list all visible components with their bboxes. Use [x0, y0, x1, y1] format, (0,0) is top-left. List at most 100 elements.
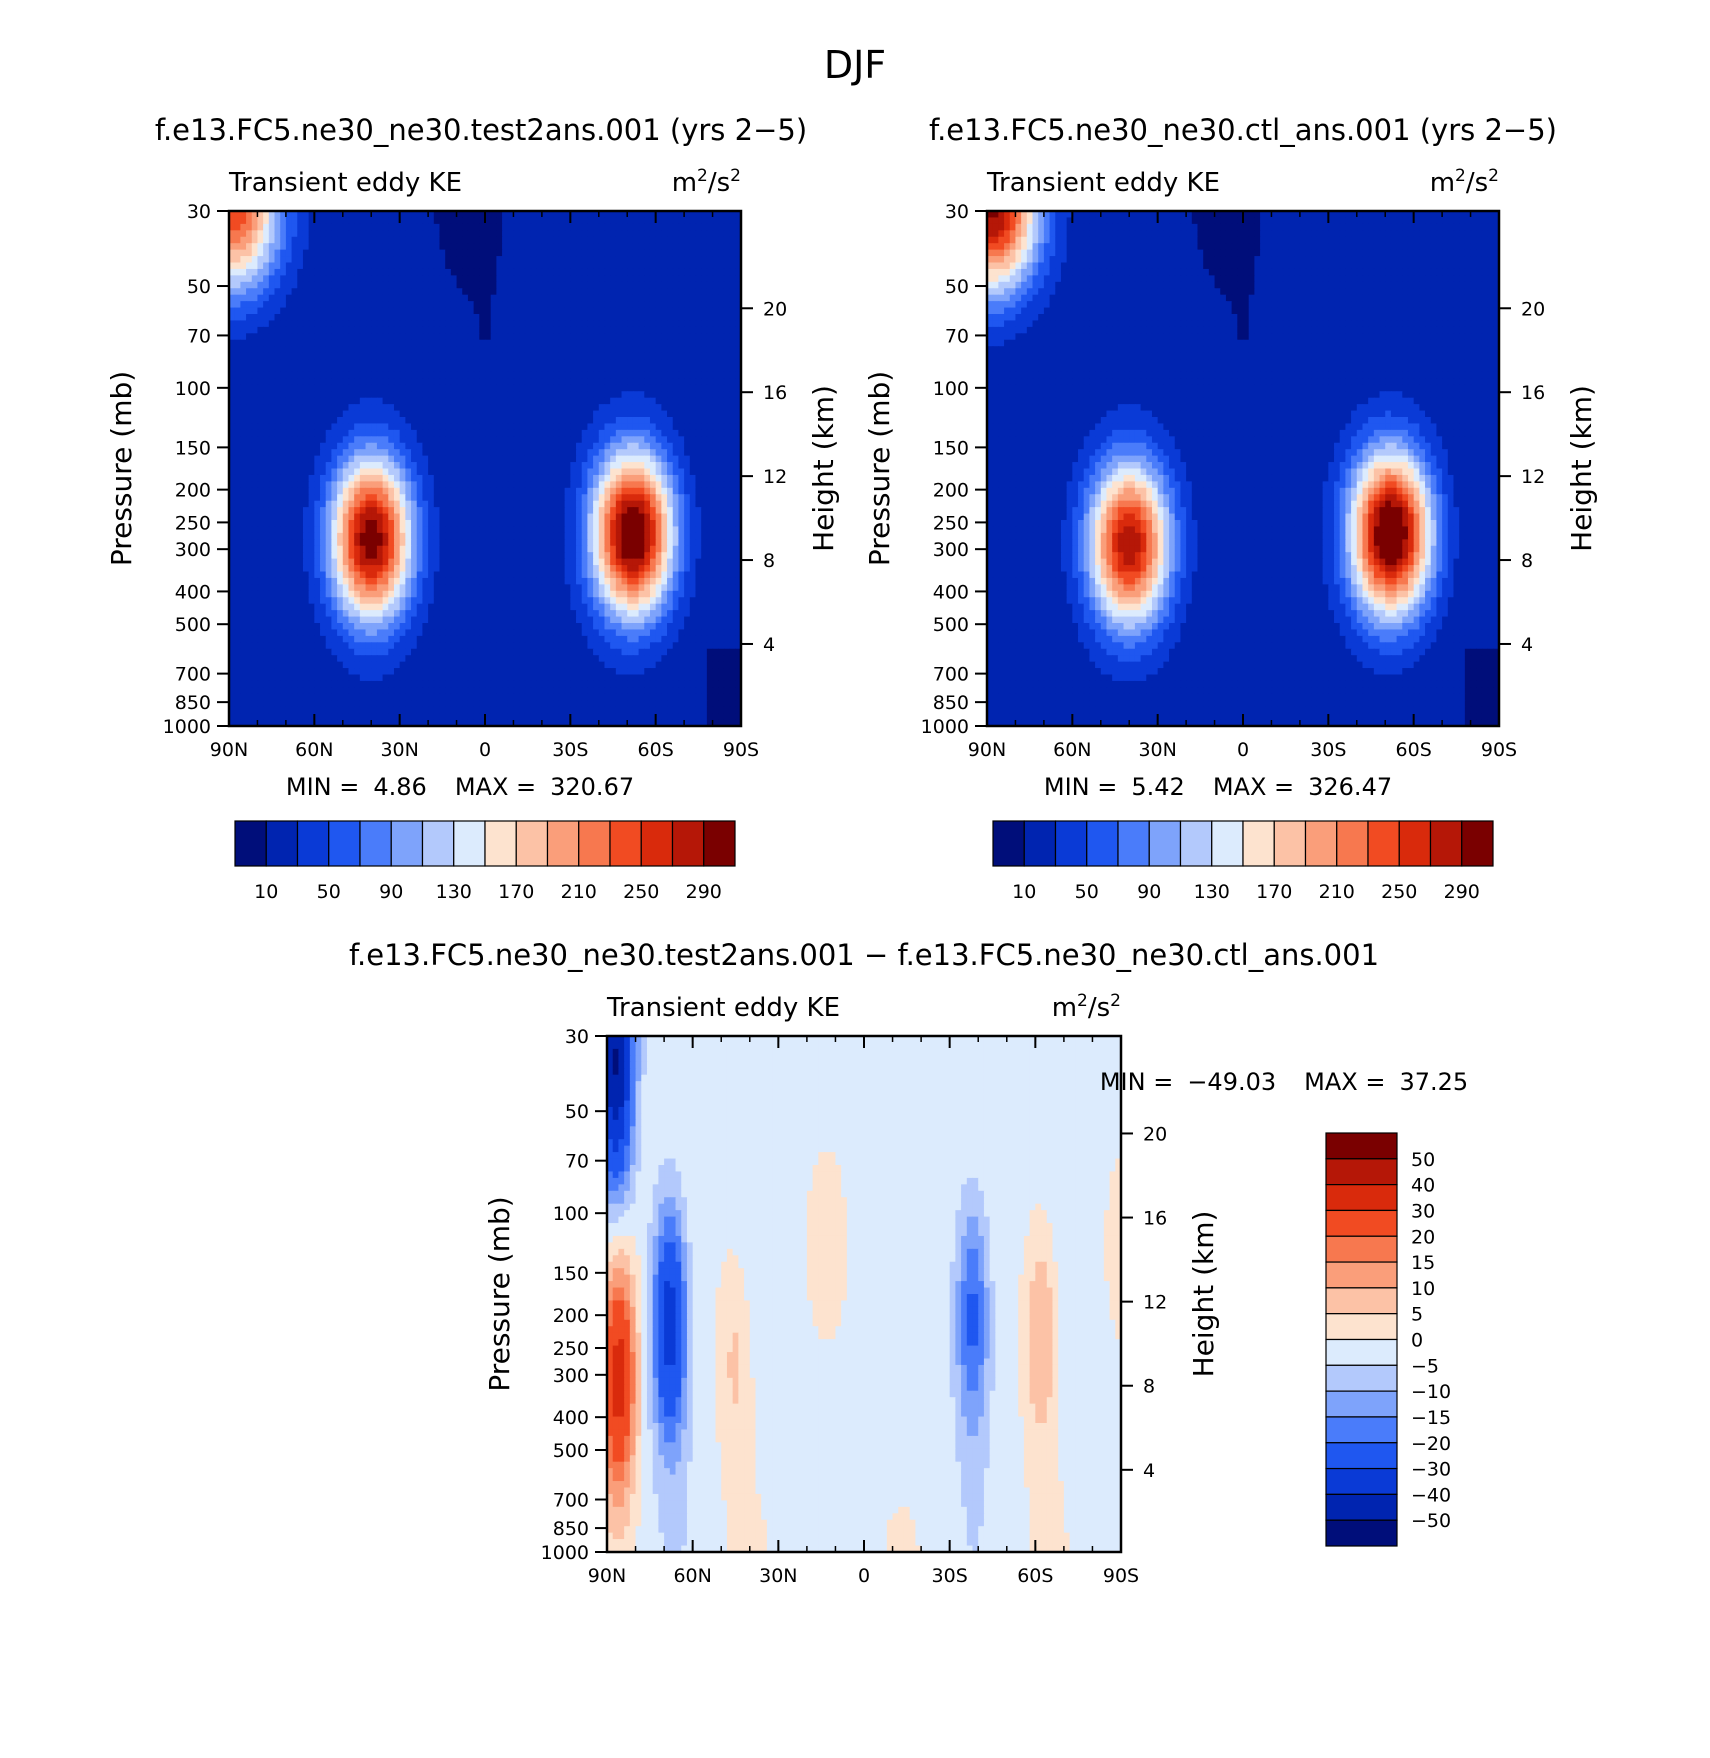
field-cell — [280, 526, 286, 533]
field-cell — [326, 372, 332, 379]
field-cell — [502, 230, 508, 237]
field-cell — [593, 327, 599, 334]
field-cell — [343, 256, 349, 263]
field-cell — [457, 475, 463, 482]
field-cell — [616, 314, 622, 321]
field-cell — [542, 443, 548, 450]
field-cell — [633, 436, 639, 443]
field-cell — [348, 462, 354, 469]
field-cell — [371, 462, 377, 469]
field-cell — [673, 501, 679, 508]
field-cell — [348, 327, 354, 334]
field-cell — [377, 256, 383, 263]
field-cell — [422, 301, 428, 308]
field-cell — [457, 559, 463, 566]
field-cell — [348, 552, 354, 559]
field-cell — [474, 237, 480, 244]
field-cell — [405, 288, 411, 295]
field-cell — [491, 217, 497, 224]
field-cell — [565, 539, 571, 546]
field-cell — [468, 539, 474, 546]
field-cell — [434, 301, 440, 308]
field-cell — [525, 411, 531, 418]
field-cell — [673, 520, 679, 527]
field-cell — [644, 533, 650, 540]
field-cell — [417, 456, 423, 463]
field-cell — [707, 256, 713, 263]
field-cell — [627, 436, 633, 443]
field-cell — [348, 398, 354, 405]
field-cell — [360, 320, 366, 327]
field-cell — [525, 250, 531, 257]
field-cell — [252, 295, 258, 302]
field-cell — [531, 456, 537, 463]
field-cell — [326, 288, 332, 295]
field-cell — [303, 430, 309, 437]
field-cell — [673, 282, 679, 289]
field-cell — [371, 230, 377, 237]
field-cell — [457, 481, 463, 488]
field-cell — [320, 423, 326, 430]
field-cell — [730, 507, 736, 514]
field-cell — [371, 359, 377, 366]
field-cell — [599, 224, 605, 231]
field-cell — [257, 404, 263, 411]
field-cell — [553, 507, 559, 514]
field-cell — [576, 552, 582, 559]
field-cell — [400, 520, 406, 527]
field-cell — [593, 417, 599, 424]
field-cell — [434, 366, 440, 373]
field-cell — [542, 391, 548, 398]
field-cell — [496, 456, 502, 463]
field-cell — [724, 443, 730, 450]
field-cell — [269, 295, 275, 302]
field-cell — [491, 488, 497, 495]
field-cell — [502, 404, 508, 411]
field-cell — [491, 353, 497, 360]
field-cell — [252, 494, 258, 501]
field-cell — [610, 385, 616, 392]
field-cell — [582, 546, 588, 553]
field-cell — [337, 520, 343, 527]
field-cell — [417, 269, 423, 276]
field-cell — [439, 359, 445, 366]
field-cell — [508, 256, 514, 263]
field-cell — [303, 423, 309, 430]
field-cell — [610, 456, 616, 463]
field-cell — [684, 378, 690, 385]
field-cell — [286, 475, 292, 482]
field-cell — [235, 526, 241, 533]
field-cell — [297, 282, 303, 289]
field-cell — [713, 282, 719, 289]
field-cell — [513, 230, 519, 237]
field-cell — [559, 546, 565, 553]
field-cell — [434, 263, 440, 270]
field-cell — [286, 230, 292, 237]
field-cell — [292, 217, 298, 224]
field-cell — [269, 327, 275, 334]
field-cell — [639, 475, 645, 482]
field-cell — [548, 423, 554, 430]
field-cell — [337, 224, 343, 231]
field-cell — [394, 404, 400, 411]
field-cell — [348, 481, 354, 488]
field-cell — [639, 333, 645, 340]
field-cell — [508, 559, 514, 566]
field-cell — [439, 514, 445, 521]
field-cell — [604, 456, 610, 463]
field-cell — [542, 217, 548, 224]
field-cell — [542, 469, 548, 476]
field-cell — [400, 366, 406, 373]
field-cell — [622, 353, 628, 360]
field-cell — [246, 372, 252, 379]
field-cell — [650, 250, 656, 257]
field-cell — [673, 346, 679, 353]
field-cell — [343, 443, 349, 450]
field-cell — [252, 353, 258, 360]
field-cell — [542, 295, 548, 302]
field-cell — [457, 256, 463, 263]
field-cell — [502, 224, 508, 231]
field-cell — [309, 250, 315, 257]
field-cell — [468, 514, 474, 521]
field-cell — [326, 237, 332, 244]
